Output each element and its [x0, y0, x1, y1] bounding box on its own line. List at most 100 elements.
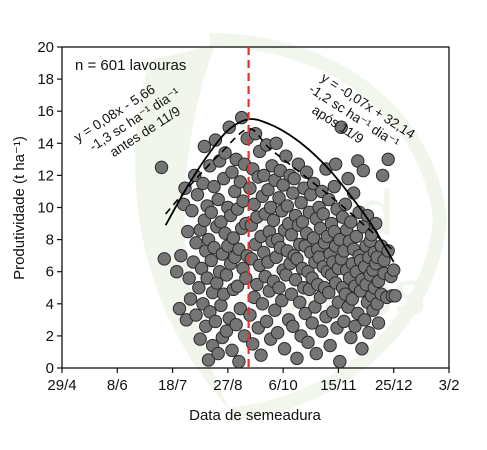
data-point: [357, 313, 372, 327]
data-point: [254, 348, 268, 362]
data-point: [284, 228, 299, 242]
y-tick-label: 0: [46, 360, 54, 377]
y-tick-label: 16: [37, 103, 54, 120]
y-tick-label: 6: [46, 264, 54, 281]
x-tick-label: 8/6: [107, 377, 128, 394]
data-point: [207, 179, 221, 194]
data-point: [204, 253, 218, 268]
data-point: [316, 207, 330, 221]
data-points: [154, 110, 402, 369]
y-tick-label: 2: [46, 328, 54, 345]
x-tick-label: 29/4: [47, 377, 76, 394]
y-tick-label: 20: [37, 39, 54, 56]
data-point: [243, 181, 257, 195]
data-point: [259, 314, 274, 329]
data-point: [388, 289, 402, 303]
data-point: [288, 273, 303, 287]
data-point: [345, 292, 359, 306]
data-point: [181, 224, 195, 239]
data-point: [185, 204, 199, 218]
data-point: [189, 236, 203, 250]
data-point: [349, 229, 364, 244]
data-point: [192, 281, 206, 295]
data-point: [362, 325, 376, 340]
data-point: [193, 332, 207, 346]
data-point: [172, 301, 187, 316]
data-point: [299, 165, 314, 179]
data-point: [257, 168, 271, 183]
fit-curve-solid: [164, 118, 395, 263]
data-point: [305, 316, 319, 330]
data-point: [233, 175, 247, 189]
data-point: [270, 325, 285, 340]
data-point: [387, 263, 401, 277]
data-point: [219, 268, 234, 282]
y-tick-label: 10: [37, 200, 54, 217]
x-tick-label: 18/7: [158, 377, 187, 394]
y-axis-title: Produtividade (t ha⁻¹): [11, 136, 28, 280]
data-point: [360, 208, 375, 223]
x-axis-title: Data de semeadura: [189, 407, 321, 424]
data-point: [338, 197, 353, 211]
data-point: [226, 231, 241, 245]
y-tick-label: 18: [37, 71, 54, 88]
data-point: [157, 252, 171, 266]
data-point: [286, 319, 300, 333]
data-point: [236, 194, 250, 208]
y-tick-label: 4: [46, 296, 54, 313]
data-point: [189, 308, 203, 322]
data-point: [355, 342, 369, 356]
data-point: [183, 292, 198, 306]
x-tick-label: 15/11: [320, 377, 356, 394]
y-axis: 0 2 4 6 8 10 12 14 16 18 20: [37, 39, 62, 377]
data-point: [327, 179, 341, 194]
data-point: [272, 191, 286, 205]
data-point: [248, 126, 263, 141]
data-point: [309, 346, 324, 361]
data-point: [298, 306, 312, 321]
y-tick-label: 14: [37, 135, 54, 152]
watermark-arc: [209, 33, 448, 422]
data-point: [344, 330, 358, 345]
data-point: [196, 176, 210, 191]
n-label: n = 601 lavouras: [75, 57, 186, 74]
data-point: [322, 285, 336, 300]
data-point: [225, 343, 239, 358]
x-tick-label: 6/10: [269, 377, 298, 394]
data-point: [276, 178, 290, 192]
x-tick-label: 27/8: [213, 377, 242, 394]
data-point: [211, 346, 225, 361]
data-point: [333, 354, 347, 369]
data-point: [341, 171, 355, 186]
fit-curve-dashed: [165, 128, 395, 252]
data-point: [208, 314, 223, 329]
data-point: [219, 324, 234, 338]
data-point: [170, 265, 184, 279]
data-point: [218, 146, 232, 160]
y-tick-label: 8: [46, 232, 54, 249]
data-point: [287, 171, 301, 186]
data-point: [371, 316, 386, 330]
data-point: [182, 271, 196, 285]
data-point: [381, 152, 395, 167]
data-point: [232, 354, 246, 369]
data-point: [204, 205, 218, 220]
x-axis: 29/4 8/6 18/7 27/8 6/10 15/11 25/12 3/2: [47, 368, 459, 394]
data-point: [356, 163, 371, 178]
x-tick-label: 3/2: [439, 377, 460, 394]
data-point: [230, 279, 245, 293]
data-point: [284, 287, 299, 301]
data-point: [272, 281, 286, 295]
data-point: [190, 187, 205, 202]
data-point: [375, 168, 390, 183]
y-tick-label: 12: [37, 167, 54, 184]
data-point: [211, 192, 225, 207]
data-point: [293, 295, 307, 309]
data-point: [304, 187, 318, 202]
data-point: [323, 338, 337, 353]
data-point: [261, 183, 275, 197]
data-point: [222, 120, 236, 134]
data-point: [328, 157, 343, 171]
data-point: [225, 165, 239, 179]
